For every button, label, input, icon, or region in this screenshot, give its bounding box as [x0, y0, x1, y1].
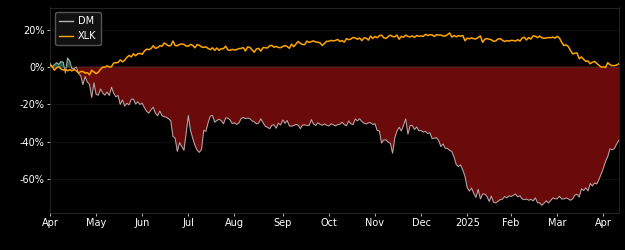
Legend: DM, XLK: DM, XLK	[55, 12, 101, 45]
